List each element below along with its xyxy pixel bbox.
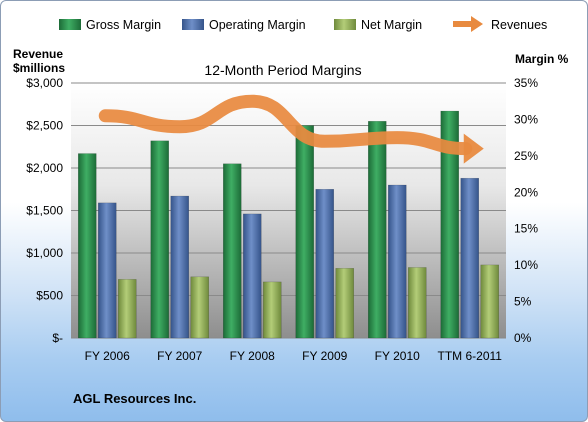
- legend-label-operating: Operating Margin: [209, 18, 306, 32]
- y-right-tick-label: 20%: [514, 185, 538, 199]
- revenues-trend: [98, 94, 484, 164]
- gross-margin-bar: [368, 121, 387, 339]
- x-tick-label: FY 2006: [85, 349, 130, 363]
- y-left-title-line2: $millions: [13, 61, 65, 75]
- y-right-tick-label: 15%: [514, 222, 538, 236]
- x-tick-label: FY 2009: [302, 349, 347, 363]
- y-right-title: Margin %: [515, 52, 569, 66]
- x-tick-label: FY 2007: [157, 349, 202, 363]
- net-margin-bar: [190, 276, 209, 339]
- legend-swatch-operating: [182, 19, 204, 30]
- y-right-ticks: 0% 5% 10% 15% 20% 25% 30% 35%: [514, 76, 538, 345]
- revenues-trend-arrowhead: [463, 133, 484, 164]
- y-right-tick-label: 5%: [514, 295, 532, 309]
- y-left-tick-label: $1,000: [26, 246, 63, 260]
- y-right-tick-label: 35%: [514, 76, 538, 90]
- net-margin-bar: [118, 279, 137, 339]
- x-ticks: FY 2006 FY 2007 FY 2008 FY 2009 FY 2010 TTM 6…: [85, 349, 503, 363]
- y-left-tick-label: $2,500: [26, 119, 63, 133]
- chart-title: 12-Month Period Margins: [204, 62, 361, 78]
- y-right-tick-label: 25%: [514, 149, 538, 163]
- y-left-tick-label: $2,000: [26, 161, 63, 175]
- y-left-ticks: $- $500 $1,000 $1,500 $2,000 $2,500 $3,000: [26, 76, 63, 345]
- legend: Gross Margin Operating Margin Net Margin…: [59, 16, 547, 32]
- x-tick-label: FY 2008: [230, 349, 275, 363]
- operating-margin-bar: [98, 202, 117, 339]
- y-left-tick-label: $-: [52, 331, 63, 345]
- gross-margin-bar: [295, 125, 314, 339]
- net-margin-bar: [335, 268, 354, 339]
- bar-group: [78, 110, 499, 339]
- gross-margin-bar: [150, 140, 169, 339]
- y-right-tick-label: 0%: [514, 331, 532, 345]
- x-tick-label: TTM 6-2011: [438, 349, 503, 363]
- y-left-title-line1: Revenue: [13, 47, 63, 61]
- y-right-tick-label: 30%: [514, 112, 538, 126]
- net-margin-bar: [263, 281, 282, 339]
- net-margin-bar: [408, 267, 427, 339]
- operating-margin-bar: [170, 195, 189, 339]
- y-left-tick-label: $500: [36, 289, 63, 303]
- y-right-tick-label: 10%: [514, 258, 538, 272]
- revenues-trend-line: [98, 94, 473, 156]
- net-margin-bar: [480, 264, 499, 339]
- x-tick-label: FY 2010: [375, 349, 420, 363]
- company-name: AGL Resources Inc.: [73, 391, 196, 406]
- legend-swatch-net: [334, 19, 356, 30]
- legend-label-revenues: Revenues: [491, 18, 547, 32]
- y-left-tick-label: $3,000: [26, 76, 63, 90]
- legend-swatch-gross: [59, 19, 81, 30]
- legend-label-gross: Gross Margin: [86, 18, 161, 32]
- gross-margin-bar: [223, 163, 242, 339]
- legend-swatch-revenues: [453, 16, 483, 32]
- operating-margin-bar: [243, 213, 262, 339]
- y-left-tick-label: $1,500: [26, 204, 63, 218]
- gross-margin-bar: [78, 153, 97, 339]
- gross-margin-bar: [440, 110, 459, 339]
- legend-label-net: Net Margin: [361, 18, 422, 32]
- operating-margin-bar: [388, 184, 407, 339]
- operating-margin-bar: [460, 177, 479, 339]
- operating-margin-bar: [315, 189, 334, 339]
